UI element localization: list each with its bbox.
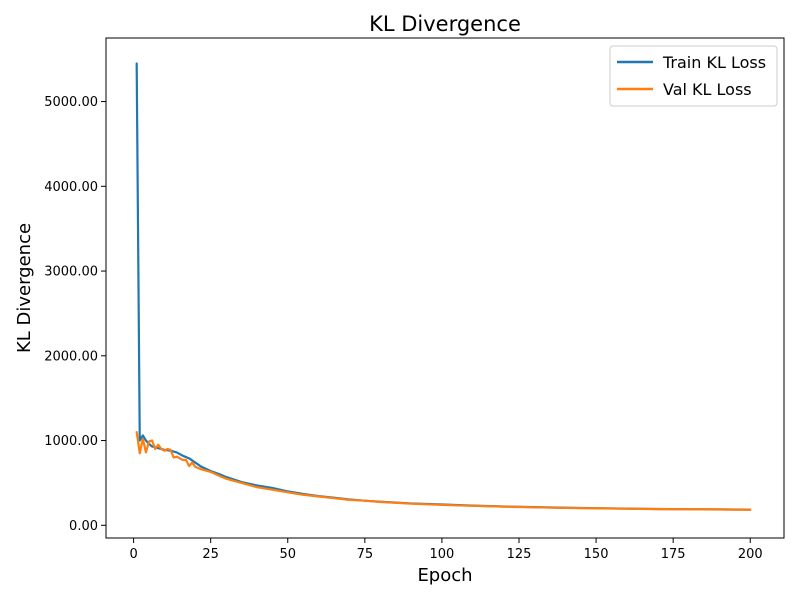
y-tick-label: 2000.00 — [44, 349, 98, 364]
plot-background — [106, 38, 784, 538]
y-tick-label: 3000.00 — [44, 265, 98, 280]
x-tick-label: 75 — [357, 547, 374, 562]
x-axis-label: Epoch — [417, 565, 472, 586]
series-lines — [135, 62, 752, 511]
y-axis-ticks: 0.00 1000.00 2000.00 3000.00 4000.00 5000.00 — [44, 95, 106, 534]
y-tick-label: 5000.00 — [44, 95, 98, 110]
y-tick-label: 0.00 — [69, 519, 98, 534]
legend: Train KL Loss Val KL Loss — [609, 45, 778, 107]
x-tick-label: 200 — [738, 547, 763, 562]
x-tick-label: 25 — [202, 547, 219, 562]
series-line-val-kl-loss — [135, 430, 752, 511]
x-tick-label: 50 — [279, 547, 296, 562]
x-axis-ticks: 0 25 50 75 100 125 150 175 200 — [129, 538, 763, 562]
plot-frame — [105, 37, 785, 539]
y-tick-label: 1000.00 — [44, 434, 98, 449]
legend-label-val: Val KL Loss — [663, 80, 752, 99]
chart-title: KL Divergence — [369, 12, 521, 36]
y-axis-label: KL Divergence — [14, 223, 35, 353]
x-tick-label: 175 — [661, 547, 686, 562]
x-tick-label: 100 — [430, 547, 455, 562]
x-tick-label: 125 — [507, 547, 532, 562]
x-tick-label: 150 — [584, 547, 609, 562]
legend-label-train: Train KL Loss — [662, 53, 766, 72]
y-tick-label: 4000.00 — [44, 180, 98, 195]
x-tick-label: 0 — [129, 547, 137, 562]
